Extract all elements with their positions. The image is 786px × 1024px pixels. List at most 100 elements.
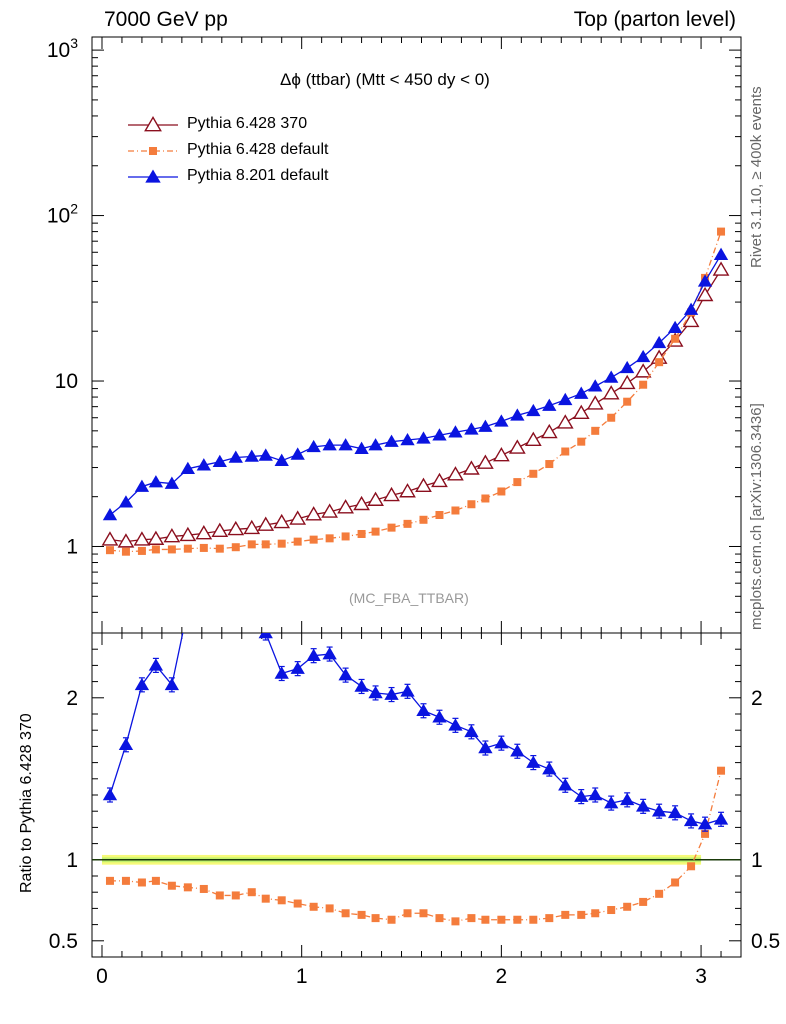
data-point [416, 431, 431, 444]
data-point [354, 441, 369, 454]
data-point [118, 737, 134, 751]
data-point [574, 386, 589, 399]
legend-marker [149, 147, 157, 155]
series-line [109, 254, 722, 516]
data-point [337, 499, 354, 514]
data-point [321, 503, 339, 518]
series-line [109, 231, 722, 553]
series-line [109, 269, 722, 543]
main-y-tick-label: 10 [55, 370, 78, 393]
data-point [245, 594, 259, 606]
ratio-plot-series [92, 590, 741, 926]
main-plot-series [101, 227, 730, 556]
data-point [510, 744, 525, 757]
data-point [231, 891, 240, 900]
data-point [247, 540, 256, 549]
data-point [357, 910, 366, 919]
data-point [577, 437, 586, 446]
data-point [384, 434, 399, 447]
data-point [508, 439, 526, 454]
data-point [213, 594, 227, 606]
data-point [102, 787, 118, 801]
data-point [147, 530, 165, 545]
data-point [277, 896, 286, 905]
data-point [651, 335, 667, 349]
legend-marker [144, 116, 162, 132]
data-point [118, 495, 134, 508]
data-point [400, 432, 415, 446]
ratio-y-tick-label-right: 1 [751, 849, 763, 872]
data-point [183, 883, 192, 892]
data-point [687, 862, 696, 871]
data-point [357, 529, 366, 538]
data-point [290, 447, 305, 460]
data-point [137, 878, 146, 887]
data-point [655, 358, 664, 367]
data-point [403, 909, 412, 918]
data-point [121, 876, 130, 885]
ratio-plot-frame: 0 1 2 3 0.5 0.5 1 1 2 2 [49, 632, 780, 988]
data-point [179, 526, 197, 542]
data-point [697, 274, 713, 287]
data-point [623, 397, 632, 406]
data-point [683, 302, 699, 315]
analysis-tag: (MC_FBA_TTBAR) [349, 590, 469, 606]
data-point [419, 909, 428, 918]
data-point [244, 449, 259, 462]
data-point [524, 431, 542, 446]
data-point [387, 915, 396, 924]
data-point [639, 380, 648, 389]
mcplots-reference-label: mcplots.cern.ch [arXiv:1306.3436] [748, 403, 765, 630]
data-point [447, 466, 464, 481]
data-point [467, 914, 476, 923]
data-point [215, 891, 224, 900]
ratio-y-tick-label-right: 2 [751, 687, 763, 710]
series-pythia-6-428-370 [101, 261, 730, 548]
data-point [574, 789, 589, 802]
data-point [717, 227, 726, 236]
data-point [561, 447, 570, 456]
data-point [526, 403, 541, 417]
data-point [322, 438, 337, 451]
data-point [274, 666, 289, 679]
data-point [529, 915, 538, 924]
data-point [478, 741, 493, 754]
data-point [510, 408, 525, 421]
data-point [338, 438, 353, 451]
ratio-x-tick-label: 3 [695, 965, 707, 988]
data-point [134, 479, 150, 492]
data-point [341, 909, 350, 918]
legend-label-pythia8-default: Pythia 8.201 default [187, 167, 329, 184]
ratio-y-tick-label: 0.5 [49, 930, 78, 953]
data-point [341, 532, 350, 541]
data-point [526, 755, 541, 768]
data-point [464, 422, 479, 435]
observable-header: Top (parton level) [573, 8, 736, 31]
data-point [215, 544, 224, 553]
data-point [620, 792, 635, 806]
data-point [671, 334, 680, 343]
data-point [164, 476, 180, 489]
data-point [448, 718, 463, 731]
data-point [419, 515, 428, 524]
data-point [274, 453, 289, 466]
data-point [481, 915, 490, 924]
data-point [258, 448, 273, 461]
data-point [697, 817, 713, 830]
data-point [667, 805, 683, 819]
data-point [293, 537, 302, 546]
data-point [717, 766, 726, 775]
data-point [384, 687, 399, 700]
data-point [542, 762, 557, 775]
data-point [481, 494, 490, 503]
data-point [167, 881, 176, 890]
data-point [467, 500, 476, 509]
data-point [197, 590, 211, 602]
data-point [634, 363, 652, 378]
data-point [167, 545, 176, 554]
main-y-tick-exponent: 2 [70, 201, 78, 217]
data-point [655, 889, 664, 898]
data-point [400, 684, 415, 697]
data-point [368, 438, 383, 451]
data-point [639, 897, 648, 906]
